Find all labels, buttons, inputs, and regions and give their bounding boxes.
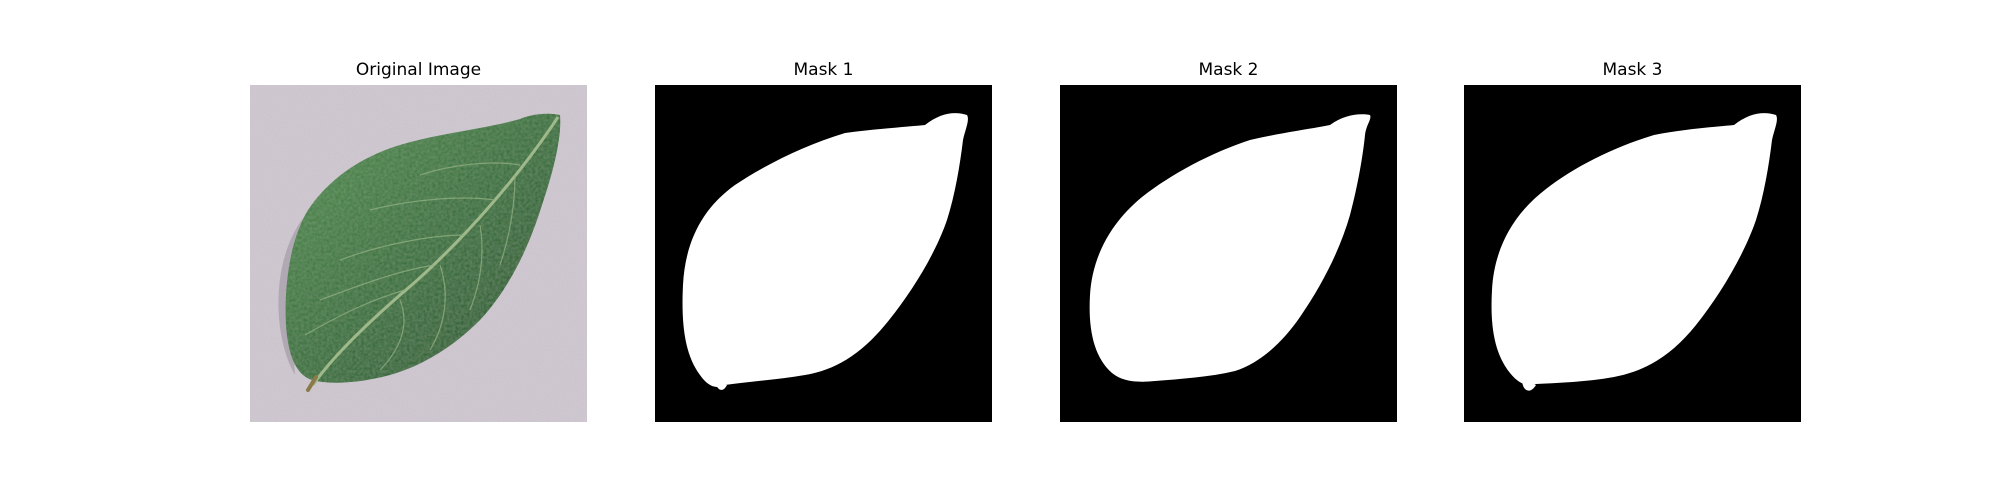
leaf-veins xyxy=(304,162,521,371)
panel-mask-1: Mask 1 xyxy=(655,58,992,422)
panel-title: Mask 3 xyxy=(1602,60,1663,80)
leaf-stem xyxy=(306,375,318,392)
panel-title: Mask 1 xyxy=(793,60,854,80)
original-leaf-photo xyxy=(250,85,587,422)
mask-3-shape xyxy=(1491,113,1777,385)
panel-mask-3: Mask 3 xyxy=(1464,58,1801,422)
mask-3-image xyxy=(1464,85,1801,422)
panel-title: Mask 2 xyxy=(1198,60,1259,80)
panel-title: Original Image xyxy=(355,60,482,80)
mask-1-image xyxy=(655,85,992,422)
panel-original-image: Original Image xyxy=(250,58,587,422)
mask-2-image xyxy=(1060,85,1397,422)
mask-2-shape xyxy=(1089,114,1371,382)
mask-1-shape xyxy=(682,113,968,387)
leaf-shape xyxy=(285,113,561,383)
panel-mask-2: Mask 2 xyxy=(1060,58,1397,422)
leaf-midrib xyxy=(311,116,560,386)
